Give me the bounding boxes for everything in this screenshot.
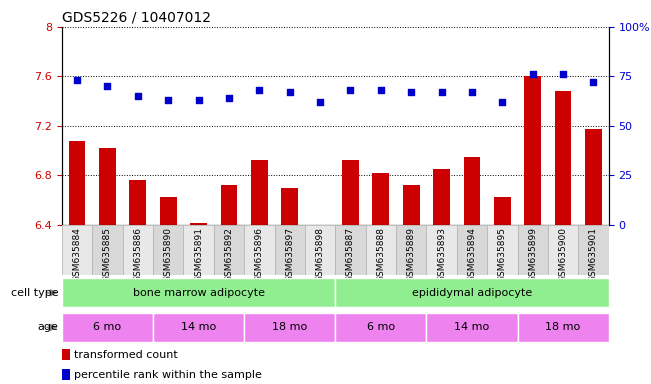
Text: GSM635894: GSM635894 [467,227,477,282]
Point [315,99,326,105]
Bar [426,225,457,275]
Text: bone marrow adipocyte: bone marrow adipocyte [133,288,264,298]
Bar [221,185,237,225]
Text: epididymal adipocyte: epididymal adipocyte [412,288,532,298]
Bar [62,278,335,308]
Point [376,87,386,93]
Bar [62,369,70,380]
Point [436,89,447,95]
Bar [487,225,518,275]
Point [163,97,173,103]
Bar [153,225,184,275]
Text: GDS5226 / 10407012: GDS5226 / 10407012 [62,10,211,24]
Text: GSM635884: GSM635884 [72,227,81,282]
Point [72,77,82,83]
Bar [525,76,541,225]
Bar [342,161,359,225]
Bar [426,313,518,342]
Text: GSM635900: GSM635900 [559,227,568,282]
Bar [275,225,305,275]
Bar [578,225,609,275]
Bar [335,225,366,275]
Bar [457,225,487,275]
Bar [403,185,419,225]
Bar [159,197,176,225]
Bar [585,129,602,225]
Bar [464,157,480,225]
Bar [518,313,609,342]
Text: GSM635899: GSM635899 [528,227,537,282]
Bar [153,313,244,342]
Bar [366,225,396,275]
Point [284,89,295,95]
Bar [548,225,578,275]
Text: 14 mo: 14 mo [454,322,490,333]
Text: GSM635885: GSM635885 [103,227,112,282]
Text: GSM635892: GSM635892 [225,227,234,282]
Point [589,79,599,85]
Bar [494,197,510,225]
Text: 6 mo: 6 mo [367,322,395,333]
Point [254,87,264,93]
Bar [62,313,153,342]
Text: GSM635891: GSM635891 [194,227,203,282]
Bar [335,313,426,342]
Point [224,95,234,101]
Bar [555,91,572,225]
Bar [184,225,214,275]
Point [102,83,113,89]
Text: GSM635888: GSM635888 [376,227,385,282]
Text: GSM635896: GSM635896 [255,227,264,282]
Text: cell type: cell type [11,288,59,298]
Bar [62,225,92,275]
Bar [99,148,116,225]
Point [527,71,538,78]
Bar [281,187,298,225]
Text: GSM635901: GSM635901 [589,227,598,282]
Text: GSM635895: GSM635895 [498,227,507,282]
Text: GSM635890: GSM635890 [163,227,173,282]
Bar [69,141,85,225]
Bar [122,225,153,275]
Text: 18 mo: 18 mo [546,322,581,333]
Text: GSM635887: GSM635887 [346,227,355,282]
Text: age: age [38,322,59,333]
Text: GSM635898: GSM635898 [316,227,325,282]
Bar [92,225,122,275]
Bar [214,225,244,275]
Text: GSM635889: GSM635889 [407,227,416,282]
Bar [396,225,426,275]
Bar [335,278,609,308]
Bar [305,225,335,275]
Text: 6 mo: 6 mo [93,322,122,333]
Point [345,87,355,93]
Bar [434,169,450,225]
Text: 18 mo: 18 mo [272,322,307,333]
Text: GSM635897: GSM635897 [285,227,294,282]
Point [133,93,143,99]
Bar [244,313,335,342]
Bar [518,225,548,275]
Point [193,97,204,103]
Text: GSM635886: GSM635886 [133,227,143,282]
Bar [130,180,146,225]
Bar [372,173,389,225]
Point [406,89,417,95]
Bar [251,161,268,225]
Bar [190,223,207,225]
Bar [244,225,275,275]
Point [558,71,568,78]
Text: transformed count: transformed count [74,350,178,360]
Point [467,89,477,95]
Text: 14 mo: 14 mo [181,322,216,333]
Point [497,99,508,105]
Text: percentile rank within the sample: percentile rank within the sample [74,370,262,380]
Bar [62,349,70,360]
Text: GSM635893: GSM635893 [437,227,446,282]
